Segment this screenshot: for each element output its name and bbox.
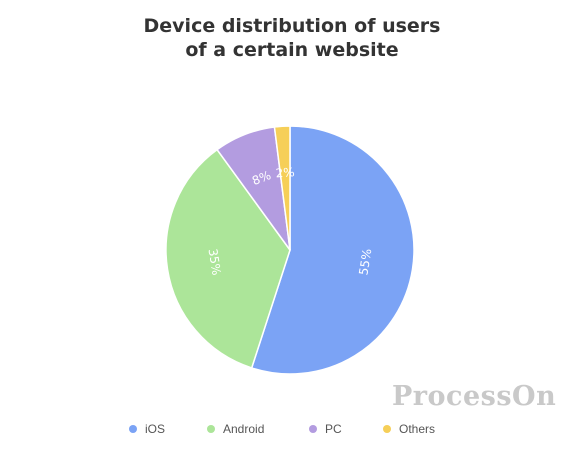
legend-dot-ios xyxy=(129,425,137,433)
legend-item-pc[interactable]: PC xyxy=(309,420,342,438)
legend-dot-others xyxy=(383,425,391,433)
legend-label-android: Android xyxy=(223,422,265,436)
chart-title-line-2: of a certain website xyxy=(185,39,399,61)
legend-item-android[interactable]: Android xyxy=(207,420,264,438)
pie-slice-others[interactable] xyxy=(273,125,291,251)
slice-label-android: 35% xyxy=(206,248,224,277)
slice-label-ios: 55% xyxy=(356,248,374,277)
legend-label-others: Others xyxy=(399,422,436,436)
legend-item-others[interactable]: Others xyxy=(383,420,435,438)
pie-slice-android[interactable] xyxy=(165,148,291,369)
chart-title: Device distribution of users of a certai… xyxy=(0,14,584,62)
legend-dot-pc xyxy=(309,425,317,433)
slice-label-pc: 8% xyxy=(250,168,273,188)
slice-label-others: 2% xyxy=(275,165,295,180)
legend-label-pc: PC xyxy=(325,422,342,436)
processon-watermark: ProcessOn xyxy=(392,381,557,412)
legend-item-ios[interactable]: iOS xyxy=(129,420,165,438)
legend-dot-android xyxy=(207,425,215,433)
legend-label-ios: iOS xyxy=(145,422,166,436)
legend: iOS Android PC Others xyxy=(0,420,584,438)
pie-slice-ios[interactable] xyxy=(250,125,415,375)
chart-title-line-1: Device distribution of users xyxy=(143,15,441,37)
